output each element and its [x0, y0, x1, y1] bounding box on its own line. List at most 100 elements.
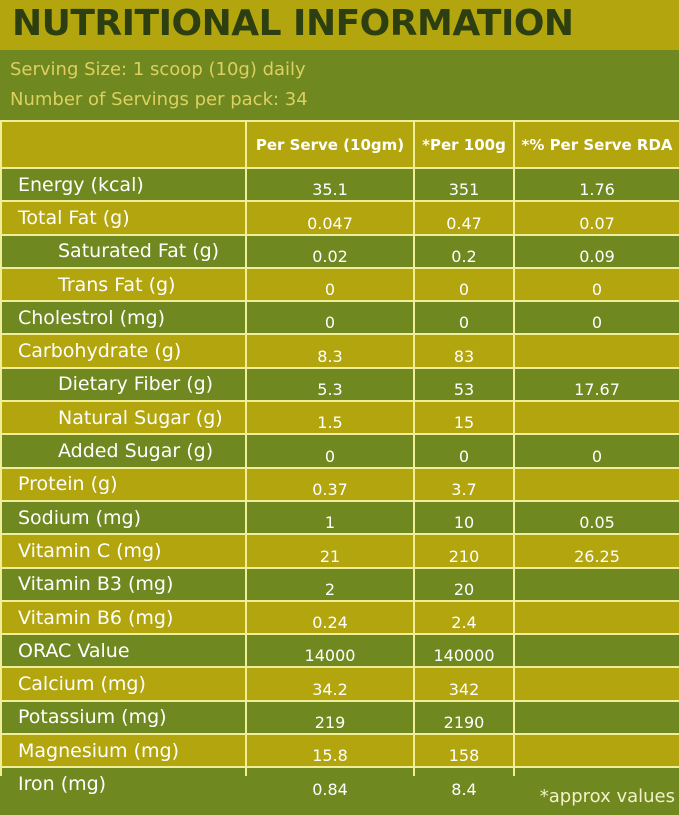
rda-value — [515, 468, 679, 500]
per-serve-value: 14000 — [247, 635, 413, 667]
per-100g-value: 3.7 — [415, 468, 513, 500]
header-row: Per Serve (10gm) *Per 100g *% Per Serve … — [2, 122, 679, 167]
rda-value: 0 — [515, 268, 679, 301]
table-row: Protein (g) 0.37 3.7 — [2, 468, 679, 500]
per-100g-value: 351 — [415, 169, 513, 201]
per-100g-value: 0.2 — [415, 235, 513, 267]
nutrient-label: Vitamin B3 (mg) — [2, 568, 245, 600]
per-serve-value: 21 — [247, 535, 413, 567]
per-100g-value: 83 — [415, 335, 513, 367]
nutrient-label: Total Fat (g) — [2, 202, 245, 234]
per-100g-value: 342 — [415, 668, 513, 700]
nutrient-label: Added Sugar (g) — [2, 435, 245, 467]
per-serve-value: 0.84 — [247, 768, 413, 800]
per-serve-value: 0 — [247, 268, 413, 301]
header-rda: *% Per Serve RDA — [515, 122, 679, 167]
per-100g-value: 210 — [415, 535, 513, 567]
per-serve-value: 0 — [247, 302, 413, 334]
title-band: NUTRITIONAL INFORMATION — [0, 0, 679, 50]
nutrient-label: Potassium (mg) — [2, 701, 245, 734]
servings-per-pack: Number of Servings per pack: 34 — [10, 89, 308, 110]
header-per-serve: Per Serve (10gm) — [247, 122, 413, 167]
per-100g-value: 15 — [415, 402, 513, 434]
rda-value — [515, 568, 679, 600]
nutrient-label: Calcium (mg) — [2, 668, 245, 700]
nutrient-label: Dietary Fiber (g) — [2, 368, 245, 401]
rda-value: 0.07 — [515, 202, 679, 234]
per-serve-value: 8.3 — [247, 335, 413, 367]
nutrient-label: Carbohydrate (g) — [2, 335, 245, 367]
per-serve-value: 1 — [247, 501, 413, 534]
rda-value — [515, 402, 679, 434]
serving-size: Serving Size: 1 scoop (10g) daily — [10, 59, 306, 80]
nutrient-label: Protein (g) — [2, 468, 245, 500]
rda-value: 0.05 — [515, 501, 679, 534]
table-row: Potassium (mg) 219 2190 — [2, 701, 679, 734]
per-100g-value: 0 — [415, 268, 513, 301]
rda-value — [515, 668, 679, 700]
nutrition-table: Per Serve (10gm) *Per 100g *% Per Serve … — [0, 120, 679, 802]
table-row: Vitamin B3 (mg) 2 20 — [2, 568, 679, 600]
rda-value — [515, 601, 679, 634]
per-serve-value: 35.1 — [247, 169, 413, 201]
rda-value: 0.09 — [515, 235, 679, 267]
rda-value — [515, 335, 679, 367]
rda-value: 0 — [515, 435, 679, 467]
per-100g-value: 0 — [415, 435, 513, 467]
table-row: Calcium (mg) 34.2 342 — [2, 668, 679, 700]
header-nutrient — [2, 122, 245, 167]
per-100g-value: 158 — [415, 735, 513, 767]
rda-value: 17.67 — [515, 368, 679, 401]
rda-value — [515, 735, 679, 767]
nutrient-label: ORAC Value — [2, 635, 245, 667]
per-serve-value: 5.3 — [247, 368, 413, 401]
nutrient-label: Saturated Fat (g) — [2, 235, 245, 267]
nutrition-table-frame: Per Serve (10gm) *Per 100g *% Per Serve … — [0, 120, 679, 800]
rda-value: 1.76 — [515, 169, 679, 201]
per-100g-value: 53 — [415, 368, 513, 401]
per-serve-value: 0.24 — [247, 601, 413, 634]
rda-value: 26.25 — [515, 535, 679, 567]
nutrient-label: Magnesium (mg) — [2, 735, 245, 767]
nutrient-label: Vitamin B6 (mg) — [2, 601, 245, 634]
table-row: ORAC Value 14000 140000 — [2, 635, 679, 667]
header-per-100g: *Per 100g — [415, 122, 513, 167]
rda-value: 0 — [515, 302, 679, 334]
nutrient-label: Trans Fat (g) — [2, 268, 245, 301]
per-100g-value: 0.47 — [415, 202, 513, 234]
page-title: NUTRITIONAL INFORMATION — [12, 3, 574, 44]
table-row: Total Fat (g) 0.047 0.47 0.07 — [2, 202, 679, 234]
nutrient-label: Natural Sugar (g) — [2, 402, 245, 434]
per-100g-value: 10 — [415, 501, 513, 534]
nutrient-label: Iron (mg) — [2, 768, 245, 800]
footnote: *approx values — [539, 786, 675, 807]
per-100g-value: 0 — [415, 302, 513, 334]
per-serve-value: 1.5 — [247, 402, 413, 434]
nutrient-label: Vitamin C (mg) — [2, 535, 245, 567]
table-row: Iron (mg) 0.84 8.4 — [2, 768, 679, 800]
nutrient-label: Sodium (mg) — [2, 501, 245, 534]
table-row: Energy (kcal) 35.1 351 1.76 — [2, 169, 679, 201]
table-row: Sodium (mg) 1 10 0.05 — [2, 501, 679, 534]
table-row: Carbohydrate (g) 8.3 83 — [2, 335, 679, 367]
nutrition-rows: Energy (kcal) 35.1 351 1.76 Total Fat (g) 0.0… — [2, 169, 679, 800]
per-100g-value: 2190 — [415, 701, 513, 734]
table-row: Trans Fat (g) 0 0 0 — [2, 268, 679, 301]
per-serve-value: 0 — [247, 435, 413, 467]
per-serve-value: 0.37 — [247, 468, 413, 500]
per-100g-value: 8.4 — [415, 768, 513, 800]
table-row: Dietary Fiber (g) 5.3 53 17.67 — [2, 368, 679, 401]
rda-value — [515, 701, 679, 734]
table-row: Vitamin C (mg) 21 210 26.25 — [2, 535, 679, 567]
per-serve-value: 0.02 — [247, 235, 413, 267]
nutrient-label: Energy (kcal) — [2, 169, 245, 201]
per-serve-value: 34.2 — [247, 668, 413, 700]
nutrient-label: Cholestrol (mg) — [2, 302, 245, 334]
table-row: Added Sugar (g) 0 0 0 — [2, 435, 679, 467]
serving-info: Serving Size: 1 scoop (10g) daily Number… — [0, 50, 679, 118]
table-row: Saturated Fat (g) 0.02 0.2 0.09 — [2, 235, 679, 267]
per-100g-value: 140000 — [415, 635, 513, 667]
rda-value — [515, 768, 679, 800]
table-row: Vitamin B6 (mg) 0.24 2.4 — [2, 601, 679, 634]
